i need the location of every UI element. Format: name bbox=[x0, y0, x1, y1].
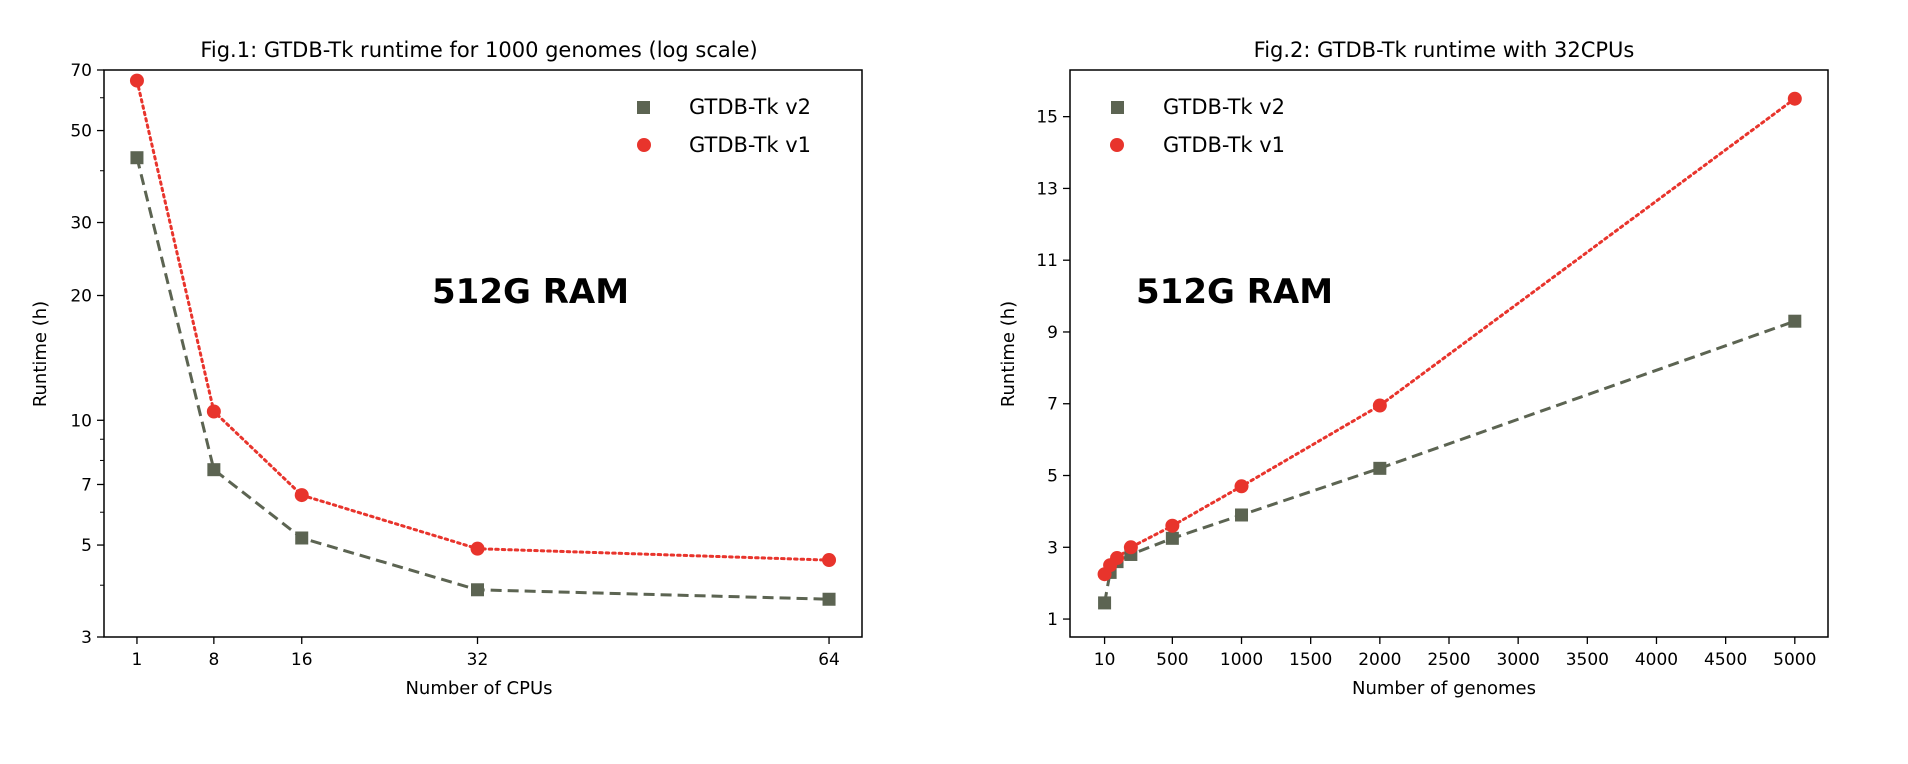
y-tick-label: 1 bbox=[1047, 610, 1058, 630]
y-tick-label: 7 bbox=[81, 475, 92, 495]
x-tick-label: 2000 bbox=[1358, 650, 1401, 670]
data-point-v1 bbox=[294, 488, 309, 503]
legend-label-v1: GTDB-Tk v1 bbox=[689, 133, 811, 157]
y-tick-label: 5 bbox=[81, 536, 92, 556]
x-tick-label: 3000 bbox=[1497, 650, 1540, 670]
y-tick-label: 9 bbox=[1047, 323, 1058, 343]
x-tick-label: 2500 bbox=[1427, 650, 1470, 670]
y-tick-label: 15 bbox=[1036, 108, 1058, 128]
ram-annotation: 512G RAM bbox=[432, 272, 629, 312]
x-tick-label: 3500 bbox=[1566, 650, 1609, 670]
x-tick-label: 10 bbox=[1094, 650, 1116, 670]
data-point-v1 bbox=[1234, 479, 1249, 494]
chart-title: Fig.1: GTDB-Tk runtime for 1000 genomes … bbox=[200, 38, 757, 62]
plot-area-frame bbox=[103, 69, 863, 638]
y-tick-label: 50 bbox=[70, 122, 92, 142]
data-point-v2 bbox=[1098, 596, 1112, 610]
chart-marks: 10 500 1000 1500 2000 2500 3000 3500 4000 4500 500… bbox=[1036, 91, 1816, 670]
y-tick-label: 7 bbox=[1047, 395, 1058, 415]
data-point-v2 bbox=[822, 592, 836, 606]
data-point-v1 bbox=[1123, 540, 1138, 555]
y-axis-label: Runtime (h) bbox=[30, 301, 51, 407]
y-tick-label: 3 bbox=[81, 628, 92, 648]
data-point-v1 bbox=[206, 404, 221, 419]
data-point-v1 bbox=[1372, 398, 1387, 413]
chart-runtime-vs-genomes: Fig.2: GTDB-Tk runtime with 32CPUs Numbe… bbox=[998, 38, 1829, 699]
data-point-v2 bbox=[1235, 508, 1249, 522]
x-tick-label: 4000 bbox=[1635, 650, 1678, 670]
x-tick-label: 16 bbox=[291, 650, 313, 670]
data-point-v2 bbox=[130, 151, 144, 165]
x-tick-label: 4500 bbox=[1704, 650, 1747, 670]
data-point-v1 bbox=[470, 541, 485, 556]
y-axis-label: Runtime (h) bbox=[998, 301, 1019, 407]
chart-marks: 1 8 16 32 64 3 5 7 10 20 30 50 70 bbox=[70, 61, 840, 670]
x-tick-label: 64 bbox=[818, 650, 840, 670]
data-point-v2 bbox=[295, 531, 309, 545]
series-line-v2 bbox=[1103, 319, 1796, 604]
y-tick-label: 3 bbox=[1047, 538, 1058, 558]
data-point-v1 bbox=[1165, 518, 1180, 533]
data-point-v1 bbox=[1787, 91, 1802, 106]
x-tick-label: 500 bbox=[1156, 650, 1188, 670]
y-tick-label: 13 bbox=[1036, 179, 1058, 199]
x-axis-label: Number of CPUs bbox=[405, 678, 552, 699]
legend-label-v2: GTDB-Tk v2 bbox=[689, 95, 811, 119]
chart-title: Fig.2: GTDB-Tk runtime with 32CPUs bbox=[1254, 38, 1635, 62]
chart-runtime-vs-cpus: Fig.1: GTDB-Tk runtime for 1000 genomes … bbox=[30, 38, 863, 699]
ram-annotation: 512G RAM bbox=[1136, 272, 1333, 312]
legend: GTDB-Tk v2 GTDB-Tk v1 bbox=[1110, 95, 1285, 157]
x-axis-label: Number of genomes bbox=[1352, 678, 1536, 699]
y-tick-label: 30 bbox=[70, 214, 92, 234]
series-line-v2 bbox=[135, 157, 830, 601]
y-tick-label: 20 bbox=[70, 287, 92, 307]
data-point-v1 bbox=[129, 73, 144, 88]
y-tick-label: 5 bbox=[1047, 467, 1058, 487]
data-point-v2 bbox=[207, 463, 221, 477]
series-line-v1 bbox=[1103, 97, 1797, 576]
legend-label-v1: GTDB-Tk v1 bbox=[1163, 133, 1285, 157]
data-point-v2 bbox=[471, 583, 485, 597]
legend-label-v2: GTDB-Tk v2 bbox=[1163, 95, 1285, 119]
data-point-v1 bbox=[822, 553, 837, 568]
x-tick-label: 1000 bbox=[1220, 650, 1263, 670]
y-tick-label: 11 bbox=[1036, 251, 1058, 271]
legend-marker-v1 bbox=[1110, 138, 1124, 152]
legend-marker-v2 bbox=[637, 101, 650, 114]
x-tick-label: 32 bbox=[467, 650, 489, 670]
legend-marker-v2 bbox=[1111, 101, 1124, 114]
data-point-v2 bbox=[1788, 314, 1802, 328]
legend: GTDB-Tk v2 GTDB-Tk v1 bbox=[637, 95, 811, 157]
data-point-v1 bbox=[1110, 551, 1125, 566]
legend-marker-v1 bbox=[637, 138, 651, 152]
x-tick-label: 1500 bbox=[1289, 650, 1332, 670]
x-tick-label: 8 bbox=[208, 650, 219, 670]
x-tick-label: 5000 bbox=[1773, 650, 1816, 670]
data-point-v2 bbox=[1373, 461, 1387, 475]
y-tick-label: 10 bbox=[70, 411, 92, 431]
x-tick-label: 1 bbox=[132, 650, 143, 670]
y-tick-label: 70 bbox=[70, 61, 92, 81]
data-point-v2 bbox=[1165, 531, 1179, 545]
